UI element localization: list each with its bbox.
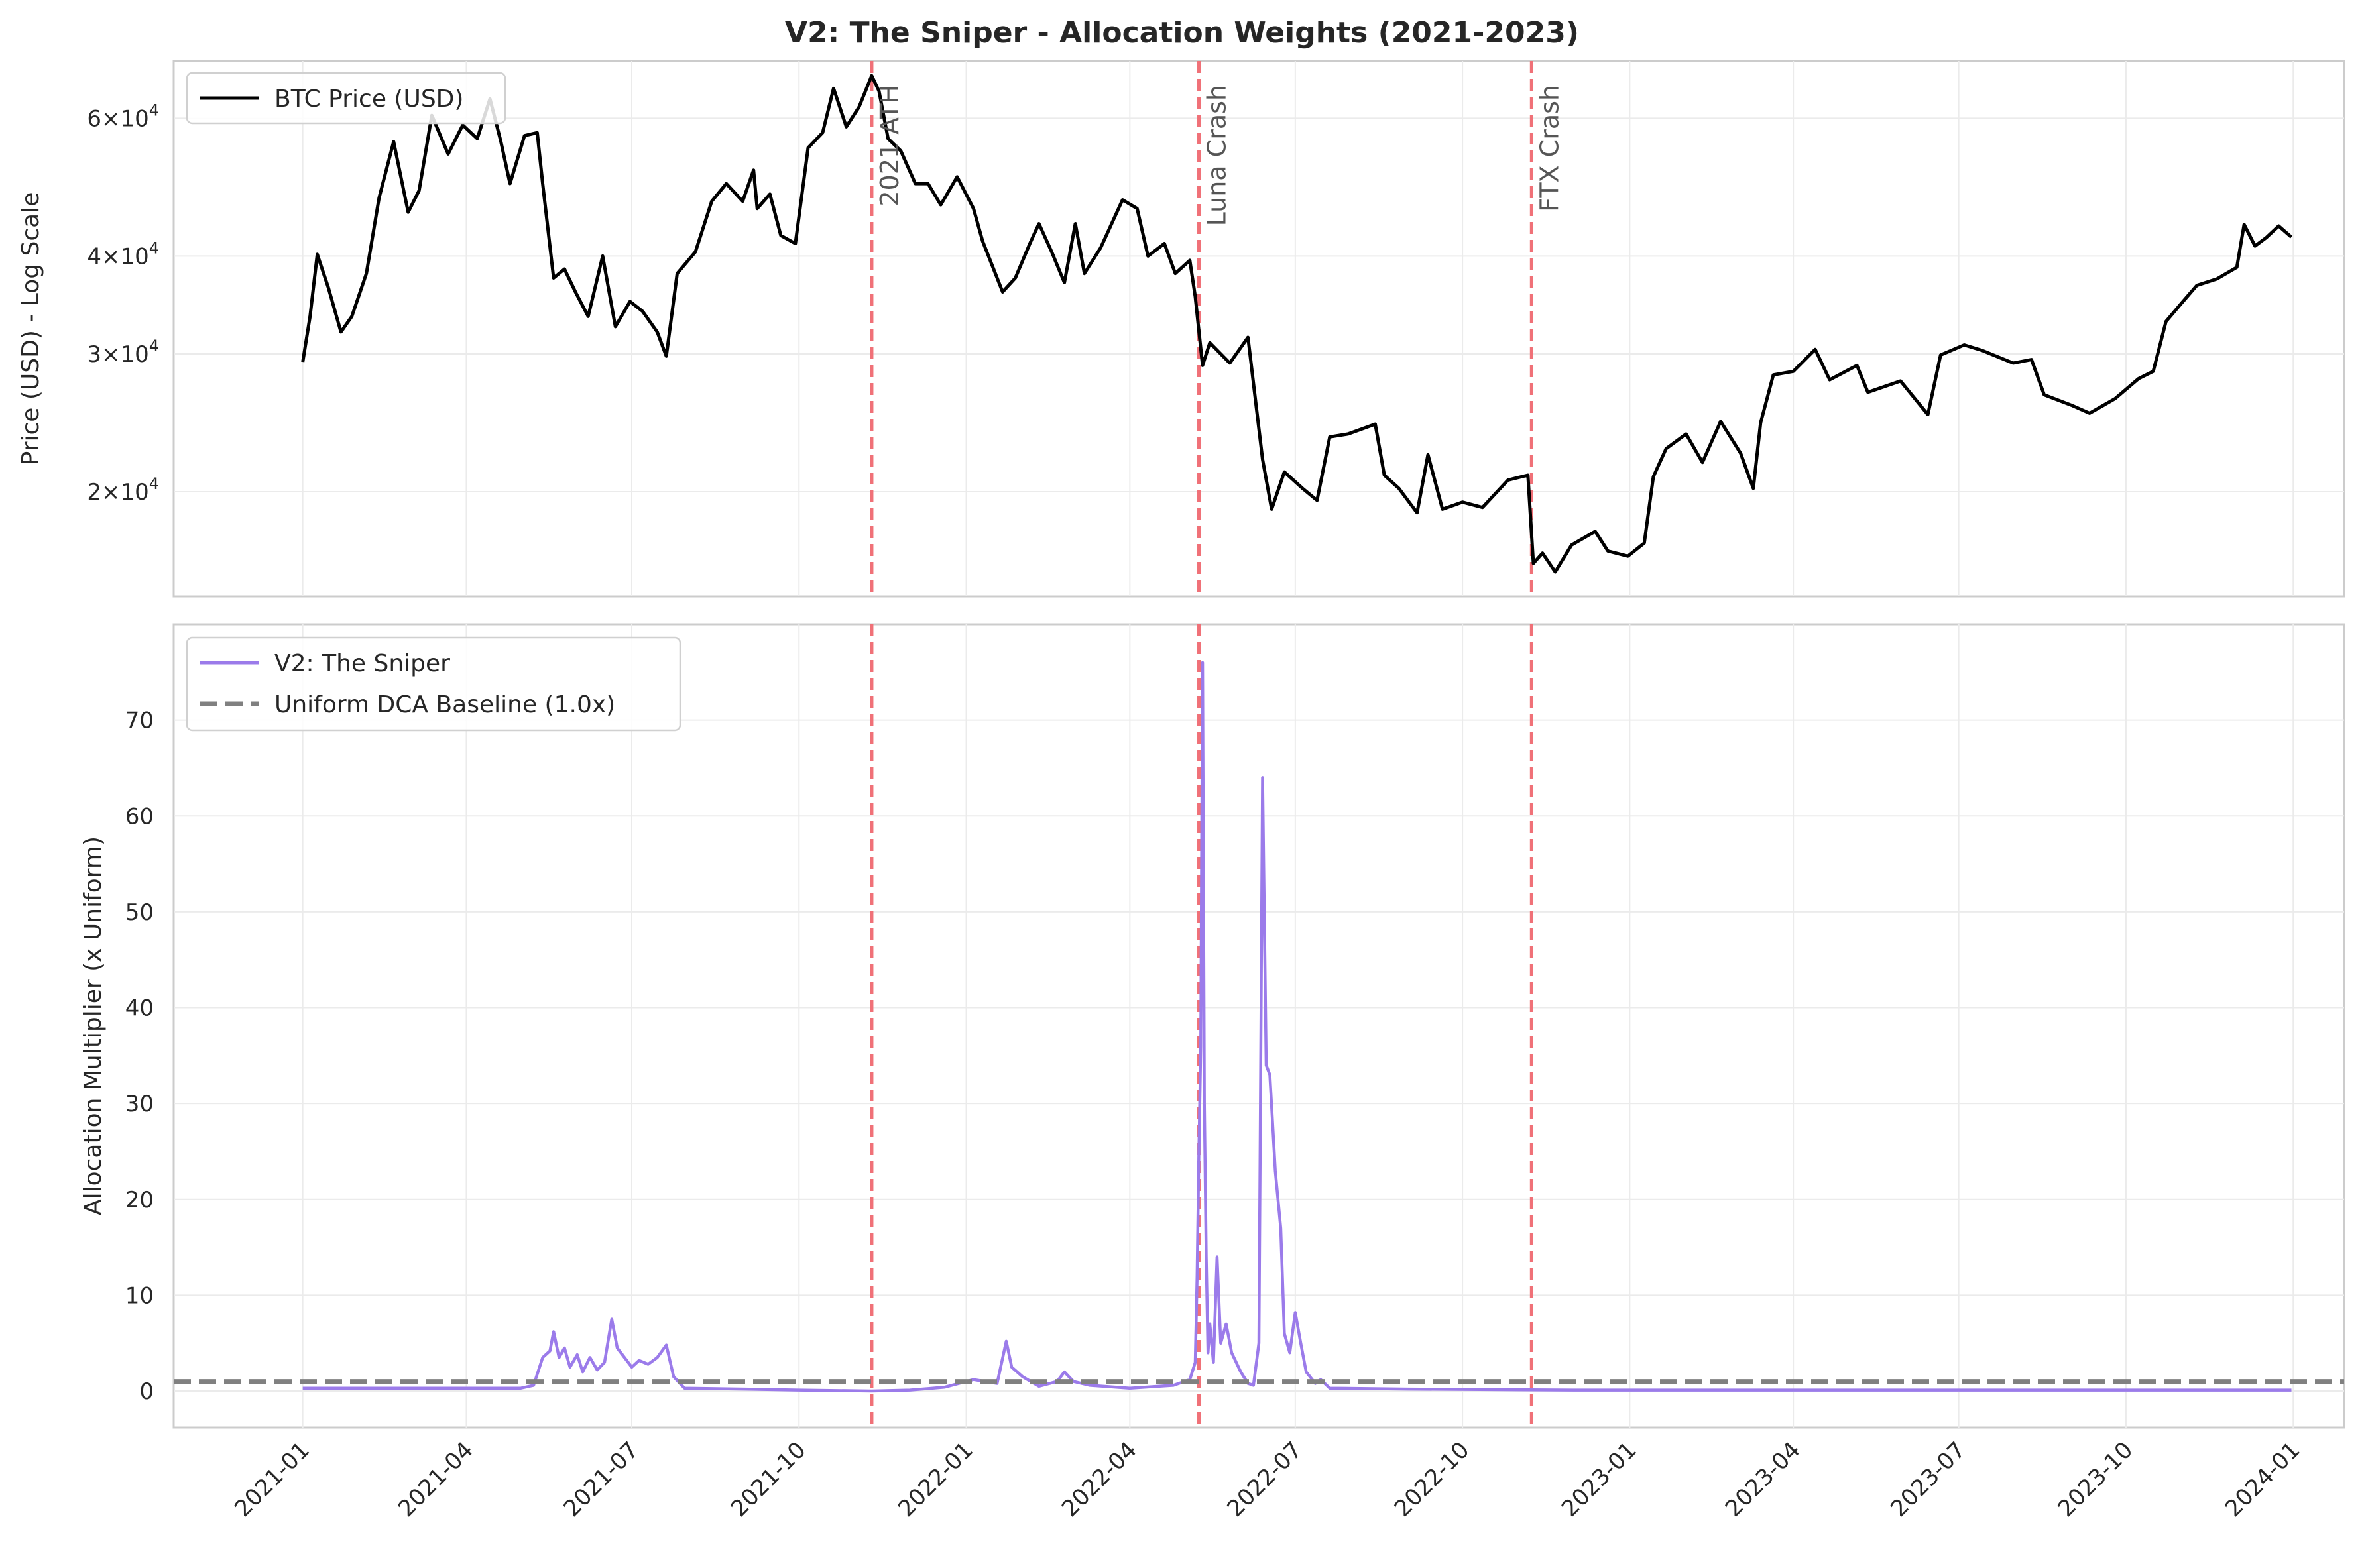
price-y-tick-base: ×10 <box>101 105 149 132</box>
sniper-legend-label: V2: The Sniper <box>274 650 450 677</box>
price-y-tick-base: ×10 <box>101 479 149 506</box>
price-y-tick-label: 4×104 <box>87 239 159 270</box>
allocation-y-tick-label: 20 <box>125 1187 154 1213</box>
price-y-tick-base: ×10 <box>101 341 149 368</box>
price-legend-frame <box>186 72 506 125</box>
price-y-tick-mantissa: 6 <box>87 105 101 132</box>
price-y-tick-mantissa: 3 <box>87 341 101 368</box>
allocation-legend-frame <box>186 636 681 732</box>
event-annotations: 2021 ATH Luna Crash FTX Crash <box>875 85 1564 226</box>
price-y-tick-mantissa: 4 <box>87 243 101 270</box>
price-y-tick-label: 3×104 <box>87 337 159 368</box>
price-plot-area <box>172 60 2345 598</box>
allocation-y-tick-label: 40 <box>125 995 154 1022</box>
price-y-axis-label: Price (USD) - Log Scale <box>17 192 44 466</box>
price-grid <box>174 61 2344 596</box>
allocation-y-tick-label: 10 <box>125 1282 154 1309</box>
allocation-y-tick-labels: 0 10 20 30 40 50 60 70 <box>125 708 154 1405</box>
price-y-tick-exponent: 4 <box>149 337 159 355</box>
allocation-y-tick-label: 70 <box>125 708 154 734</box>
price-y-tick-label: 6×104 <box>87 101 159 132</box>
allocation-event-lines <box>870 624 1533 1428</box>
price-y-tick-label: 2×104 <box>87 475 159 506</box>
allocation-y-tick-label: 30 <box>125 1091 154 1117</box>
allocation-y-tick-label: 60 <box>125 803 154 830</box>
allocation-y-tick-label: 0 <box>139 1378 154 1405</box>
btc-price-line <box>301 74 2293 574</box>
price-legend-label: BTC Price (USD) <box>274 85 463 113</box>
price-y-tick-mantissa: 2 <box>87 479 101 506</box>
price-y-tick-exponent: 4 <box>149 101 159 119</box>
event-annotation: Luna Crash <box>1203 85 1232 226</box>
baseline-legend-label: Uniform DCA Baseline (1.0x) <box>274 691 615 718</box>
price-y-tick-exponent: 4 <box>149 475 159 493</box>
chart-title: V2: The Sniper - Allocation Weights (202… <box>785 16 1579 50</box>
price-y-tick-exponent: 4 <box>149 239 159 257</box>
allocation-y-axis-label: Allocation Multiplier (x Uniform) <box>80 836 107 1215</box>
allocation-y-tick-label: 50 <box>125 899 154 926</box>
event-annotation: FTX Crash <box>1535 85 1564 212</box>
event-annotation: 2021 ATH <box>875 85 904 207</box>
price-panel: 2021 ATH Luna Crash FTX Crash 2×1043×1044×… <box>17 60 2345 598</box>
price-y-tick-base: ×10 <box>101 243 149 270</box>
price-legend: BTC Price (USD) <box>186 72 506 125</box>
allocation-legend: V2: The Sniper Uniform DCA Baseline (1.0… <box>186 636 681 732</box>
